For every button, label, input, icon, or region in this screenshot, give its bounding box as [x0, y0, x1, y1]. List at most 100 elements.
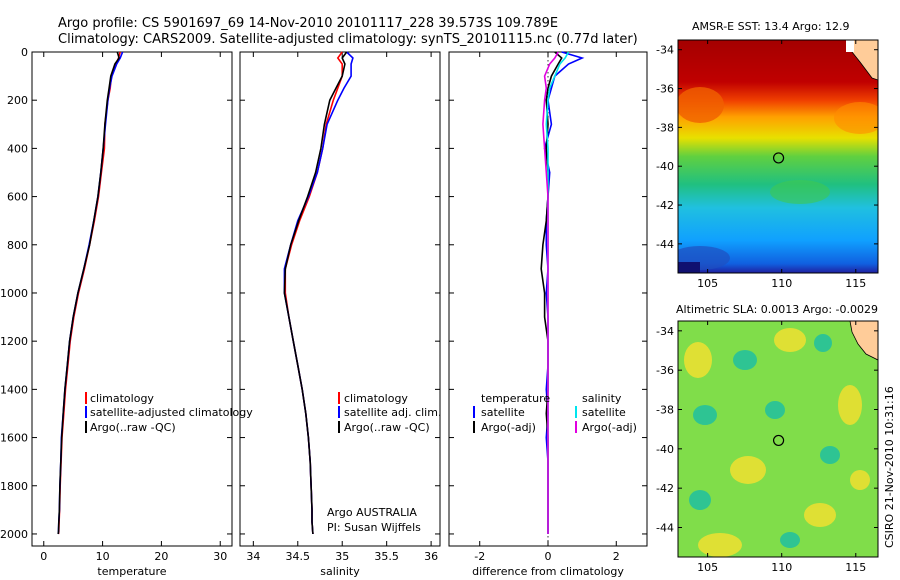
sla-low-anomaly: [765, 401, 785, 419]
map-y-tick-label: -44: [656, 522, 674, 535]
x-tick-label: 35: [335, 550, 349, 563]
sla-high-anomaly: [774, 328, 806, 352]
series-line-temperature-satellite: [543, 51, 585, 534]
argo-float-marker: [772, 152, 785, 164]
sla-high-anomaly: [730, 456, 766, 484]
x-tick-label: 2: [613, 550, 620, 563]
y-tick-label: 1000: [0, 287, 28, 300]
y-tick-label: 600: [7, 191, 28, 204]
map-y-tick-label: -42: [656, 199, 674, 212]
map-y-tick-label: -44: [656, 238, 674, 251]
map-y-tick-label: -38: [656, 404, 674, 417]
x-tick-label: 10: [96, 550, 110, 563]
sla-map-title: Altimetric SLA: 0.0013 Argo: -0.0029: [676, 303, 878, 316]
panel-difference: -2 0 2 difference from climatology: [448, 51, 648, 578]
sla-low-anomaly: [814, 334, 832, 352]
sst-map-axes: 105 110 115 -34 -36 -38 -40 -42 -44: [656, 40, 878, 290]
legend-header-salinity: salinity: [582, 392, 622, 405]
x-tick-label: 35.5: [374, 550, 399, 563]
sla-high-anomaly: [698, 533, 742, 557]
y-tick-label: 2000: [0, 528, 28, 541]
legend-label-temp-satellite: satellite: [481, 406, 525, 419]
y-tick-label: 200: [7, 94, 28, 107]
sla-highs: [684, 328, 870, 557]
sla-high-anomaly: [850, 470, 870, 490]
map-x-tick-label: 105: [697, 561, 718, 574]
y-tick-label: 400: [7, 142, 28, 155]
legend-header-temperature: temperature: [481, 392, 550, 405]
y-tick-label: 1800: [0, 480, 28, 493]
map-y-tick-label: -42: [656, 482, 674, 495]
panel-salinity: 34 34.5 35 35.5 36 salinity: [239, 51, 441, 578]
credit-timestamp: CSIRO 21-Nov-2010 10:31:16: [883, 386, 896, 548]
x-tick-label: 34.5: [286, 550, 311, 563]
legend-label-climatology: climatology: [344, 392, 408, 405]
sla-map-axes: 105 110 115 -34 -36 -38 -40 -42 -44: [656, 321, 878, 574]
profile-panels: 0 10 20 30temperature0200400600800100012001…: [0, 46, 648, 578]
x-axis-label: salinity: [320, 565, 360, 578]
legend-label-climatology: climatology: [90, 392, 154, 405]
legend-label-satellite: satellite-adjusted climatology: [90, 406, 253, 419]
legend-label-temp-argo: Argo(-adj): [481, 421, 536, 434]
series-line-salinity-argo-adj-: [542, 51, 559, 534]
x-axis-label: difference from climatology: [472, 565, 624, 578]
y-tick-label: 0: [21, 46, 28, 59]
map-x-tick-label: 110: [771, 561, 792, 574]
sst-warm-eddy: [834, 102, 878, 134]
sla-map: [678, 321, 878, 557]
sla-lows: [689, 334, 840, 548]
legend-label-satellite: satellite adj. clim.: [344, 406, 441, 419]
legend-label-argo: Argo(..raw -QC): [344, 421, 430, 434]
series-line-argo-raw-qc-: [57, 51, 120, 535]
x-tick-label: 0: [40, 550, 47, 563]
map-y-tick-label: -38: [656, 121, 674, 134]
legend-label-argo: Argo(..raw -QC): [90, 421, 176, 434]
legend-label-sal-satellite: satellite: [582, 406, 626, 419]
map-y-tick-label: -36: [656, 364, 674, 377]
map-x-tick-label: 115: [845, 277, 866, 290]
x-tick-label: 30: [213, 550, 227, 563]
sla-low-anomaly: [780, 532, 800, 548]
y-tick-label: 1400: [0, 383, 28, 396]
sst-map-title: AMSR-E SST: 13.4 Argo: 12.9: [692, 20, 850, 33]
map-y-tick-label: -36: [656, 83, 674, 96]
x-tick-label: 36: [424, 550, 438, 563]
map-y-tick-label: -40: [656, 443, 674, 456]
australia-coast: [849, 321, 878, 361]
sla-low-anomaly: [820, 446, 840, 464]
salinity-legend: climatology satellite adj. clim. Argo(..…: [327, 392, 441, 534]
sst-map-frame: [677, 39, 879, 274]
legend-label-sal-argo: Argo(-adj): [582, 421, 637, 434]
y-tick-label: 1200: [0, 335, 28, 348]
panel-temperature: 0 10 20 30 temperature 0 200 400 600 800 1000 1200 1…: [0, 46, 233, 578]
plot-frame: [239, 51, 441, 547]
temperature-legend: climatology satellite-adjusted climatolo…: [85, 392, 253, 434]
series-line-argo-raw-qc-: [283, 51, 348, 535]
map-y-tick-label: -40: [656, 160, 674, 173]
x-tick-label: 34: [246, 550, 260, 563]
sla-high-anomaly: [804, 503, 836, 527]
sla-low-anomaly: [693, 405, 717, 425]
map-y-tick-label: -34: [656, 325, 674, 338]
sst-map: [678, 40, 878, 273]
land-mask: [846, 40, 854, 52]
sst-warm-eddy: [678, 87, 724, 123]
sla-high-anomaly: [838, 385, 862, 425]
sla-low-anomaly: [689, 490, 711, 510]
sst-coldest-corner: [678, 262, 700, 273]
figure-title-line2: Climatology: CARS2009. Satellite-adjuste…: [58, 32, 638, 47]
argo-float-marker: [772, 434, 785, 447]
x-tick-label: 0: [545, 550, 552, 563]
sst-field: [678, 40, 878, 273]
figure-title-line1: Argo profile: CS 5901697_69 14-Nov-2010 …: [58, 16, 558, 31]
argo-program-label: Argo AUSTRALIA: [327, 506, 417, 519]
map-x-tick-label: 105: [697, 277, 718, 290]
australia-coast: [851, 40, 878, 81]
map-y-tick-label: -34: [656, 44, 674, 57]
plot-frame: [31, 51, 233, 547]
sla-high-anomaly: [684, 342, 712, 378]
y-tick-label: 800: [7, 239, 28, 252]
map-x-tick-label: 110: [771, 277, 792, 290]
sla-low-anomaly: [733, 350, 757, 370]
